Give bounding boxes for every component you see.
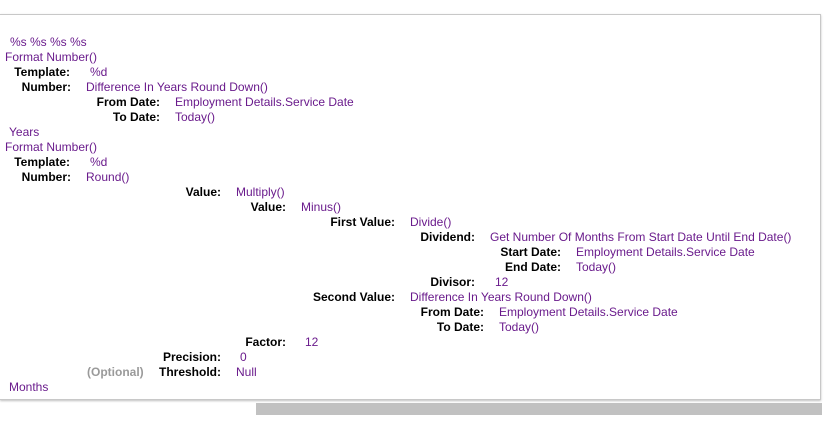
- value-value[interactable]: Multiply(): [236, 185, 285, 199]
- dividend-value[interactable]: Get Number Of Months From Start Date Unt…: [490, 230, 792, 244]
- precision-label: Precision:: [162, 350, 221, 364]
- second-value-label: Second Value:: [312, 290, 395, 304]
- value-label: Value:: [185, 185, 221, 199]
- end-date-label: End Date:: [504, 260, 561, 274]
- inner-value-label: Value:: [250, 200, 286, 214]
- factor-label: Factor:: [245, 335, 286, 349]
- format-number-function[interactable]: Format Number(): [5, 140, 98, 154]
- start-date-value[interactable]: Employment Details.Service Date: [576, 245, 755, 259]
- precision-value[interactable]: 0: [240, 350, 247, 364]
- expression-panel: [0, 14, 821, 400]
- from-date-value[interactable]: Employment Details.Service Date: [175, 95, 354, 109]
- start-date-label: Start Date:: [500, 245, 561, 259]
- months-text[interactable]: Months: [9, 380, 49, 394]
- template-label: Template:: [14, 155, 70, 169]
- first-value-label: First Value:: [330, 215, 395, 229]
- optional-tag: (Optional): [87, 365, 144, 379]
- from-date-label: From Date:: [96, 95, 160, 109]
- template-value[interactable]: %d: [90, 155, 108, 169]
- divisor-label: Divisor:: [430, 275, 475, 289]
- sv-to-date-label: To Date:: [436, 320, 484, 334]
- to-date-value[interactable]: Today(): [175, 110, 216, 124]
- number-value[interactable]: Round(): [86, 170, 130, 184]
- dividend-label: Dividend:: [420, 230, 475, 244]
- inner-value-value[interactable]: Minus(): [301, 200, 342, 214]
- to-date-label: To Date:: [112, 110, 160, 124]
- second-value-value[interactable]: Difference In Years Round Down(): [410, 290, 592, 304]
- years-text[interactable]: Years: [9, 125, 40, 139]
- sv-from-date-value[interactable]: Employment Details.Service Date: [499, 305, 678, 319]
- template-label: Template:: [14, 65, 70, 79]
- end-date-value[interactable]: Today(): [576, 260, 617, 274]
- number-value[interactable]: Difference In Years Round Down(): [86, 80, 268, 94]
- threshold-label: Threshold:: [159, 365, 221, 379]
- number-label: Number:: [21, 80, 71, 94]
- sv-to-date-value[interactable]: Today(): [499, 320, 540, 334]
- format-string: %s %s %s %s: [10, 35, 87, 49]
- factor-value[interactable]: 12: [305, 335, 319, 349]
- divisor-value[interactable]: 12: [495, 275, 509, 289]
- horizontal-scrollbar-thumb[interactable]: [256, 403, 822, 415]
- first-value-value[interactable]: Divide(): [410, 215, 452, 229]
- number-label: Number:: [21, 170, 71, 184]
- sv-from-date-label: From Date:: [420, 305, 484, 319]
- template-value[interactable]: %d: [90, 65, 108, 79]
- threshold-value[interactable]: Null: [236, 365, 257, 379]
- format-number-function[interactable]: Format Number(): [5, 50, 98, 64]
